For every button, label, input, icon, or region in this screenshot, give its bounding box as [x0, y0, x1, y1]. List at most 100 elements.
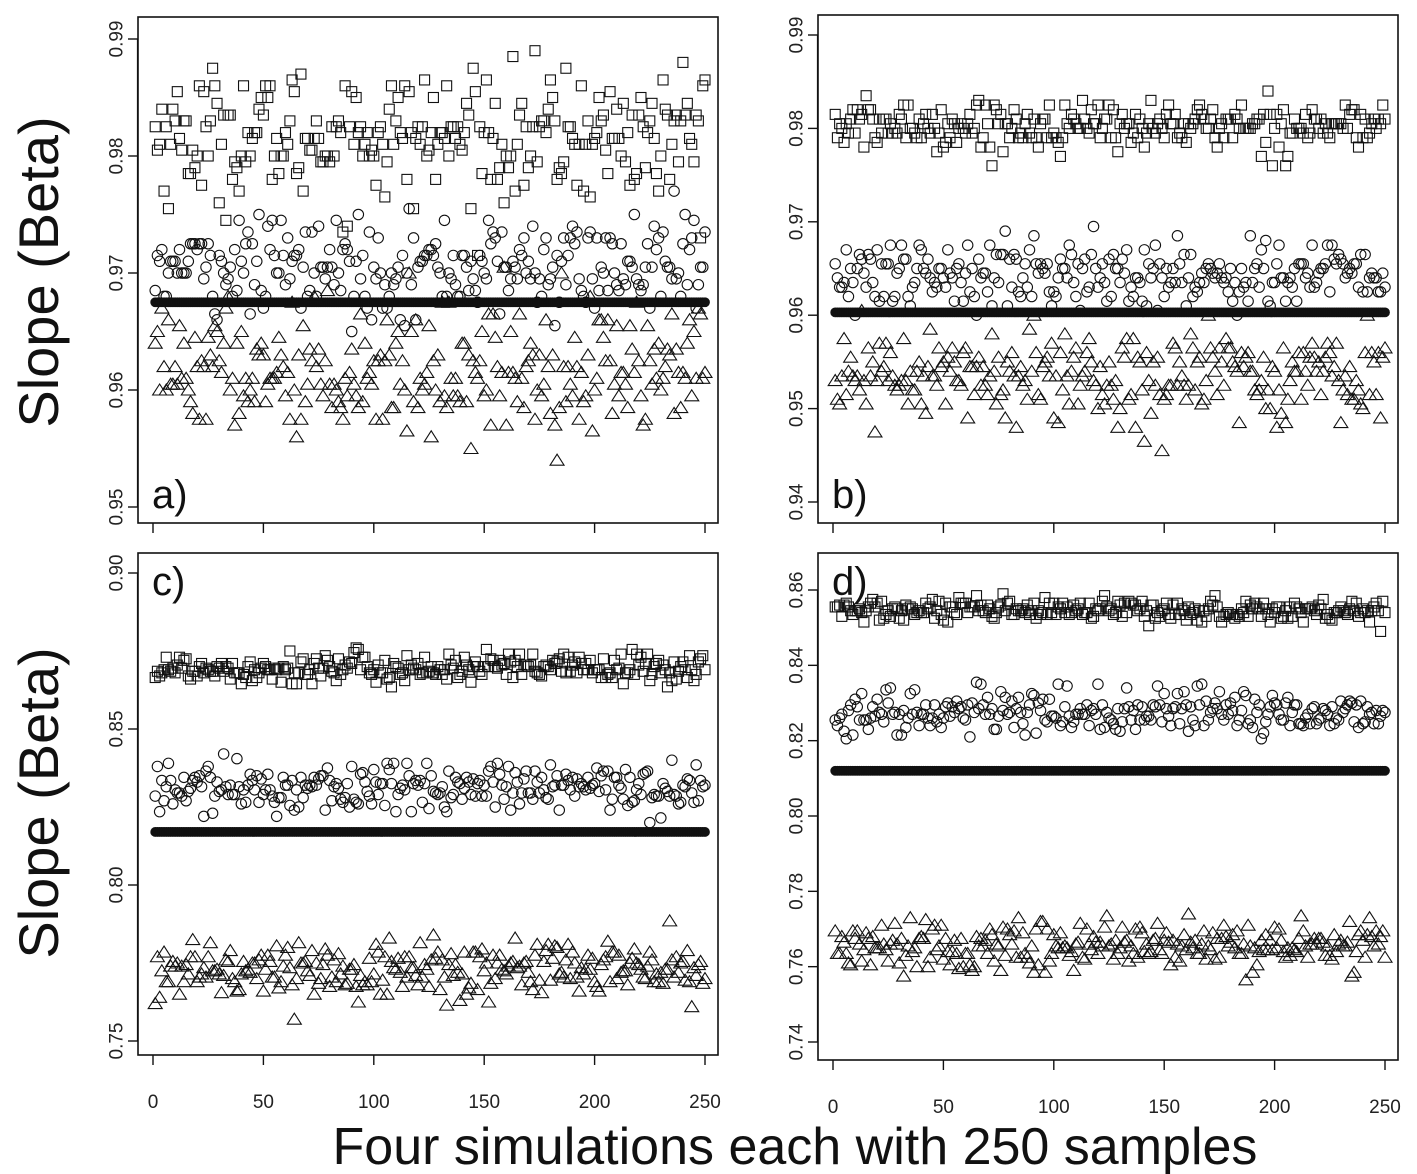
data-point-circle: [900, 253, 912, 265]
data-point-triangle: [877, 336, 894, 349]
data-point-circle: [1056, 716, 1069, 728]
data-point-triangle: [1295, 345, 1312, 359]
data-point-square: [383, 103, 395, 115]
data-point-square: [502, 648, 515, 660]
data-point-triangle: [873, 918, 890, 931]
data-point-circle: [1162, 710, 1175, 722]
data-point-square: [1068, 599, 1080, 611]
data-point-circle: [1010, 702, 1023, 715]
data-point-triangle: [504, 365, 521, 379]
data-point-square: [884, 610, 896, 622]
data-point-circle: [1377, 704, 1389, 717]
data-point-triangle: [1341, 914, 1358, 928]
data-point-circle: [321, 261, 334, 273]
data-point-circle: [1187, 714, 1199, 726]
data-point-circle: [215, 255, 228, 268]
data-point-square: [995, 599, 1007, 611]
data-point-circle: [251, 255, 263, 268]
data-point-triangle: [189, 974, 206, 988]
data-point-circle: [498, 793, 510, 805]
data-point-filled: [1380, 307, 1390, 318]
data-point-circle: [167, 255, 179, 268]
data-point-triangle: [593, 957, 610, 971]
data-point-square: [419, 651, 431, 663]
data-point-circle: [1052, 678, 1064, 690]
data-point-square: [215, 138, 227, 150]
data-point-square: [527, 121, 539, 133]
data-point-triangle: [1310, 354, 1327, 368]
data-point-triangle: [1354, 401, 1371, 415]
data-point-triangle: [200, 949, 217, 963]
data-point-circle: [1107, 717, 1120, 730]
data-point-square: [699, 664, 711, 676]
data-point-triangle: [1193, 396, 1210, 410]
data-point-square: [277, 661, 289, 673]
data-point-circle: [290, 249, 303, 262]
data-point-square: [527, 648, 539, 660]
data-point-triangle: [1352, 923, 1369, 937]
data-point-triangle: [635, 970, 652, 983]
data-point-triangle: [425, 927, 442, 941]
data-point-circle: [198, 273, 210, 285]
data-point-triangle: [619, 977, 636, 991]
data-point-triangle: [213, 365, 230, 379]
data-point-triangle: [498, 966, 515, 980]
data-point-triangle: [1116, 935, 1133, 948]
data-point-triangle: [1268, 940, 1285, 954]
data-point-square: [1185, 608, 1197, 621]
data-point-square: [1134, 603, 1146, 615]
data-point-circle: [990, 248, 1003, 261]
data-point-square: [1306, 104, 1318, 116]
data-point-square: [421, 667, 433, 679]
data-point-square: [341, 220, 353, 232]
data-point-square: [1282, 612, 1294, 624]
data-point-triangle: [1153, 946, 1170, 960]
data-point-circle: [1165, 276, 1177, 289]
data-point-square: [1032, 605, 1044, 617]
data-point-triangle: [977, 378, 994, 391]
data-point-circle: [1123, 701, 1135, 713]
data-point-square: [679, 109, 691, 121]
data-point-circle: [1290, 699, 1303, 711]
data-point-triangle: [922, 950, 939, 963]
data-point-square: [1205, 113, 1217, 125]
data-point-triangle: [489, 955, 506, 969]
data-point-square: [997, 146, 1009, 158]
data-point-circle: [599, 232, 612, 244]
x-axis-label: Four simulations each with 250 samples: [333, 1118, 1258, 1174]
data-point-triangle: [1262, 933, 1279, 946]
data-point-square: [929, 612, 941, 624]
series-square: [829, 85, 1391, 172]
data-point-triangle: [575, 966, 592, 980]
x-tick-label: 150: [1148, 1097, 1180, 1118]
data-point-square: [193, 661, 205, 673]
data-point-triangle: [328, 974, 345, 988]
data-point-circle: [864, 253, 877, 265]
data-point-circle: [862, 723, 875, 736]
data-point-triangle: [560, 937, 577, 950]
data-point-circle: [544, 273, 557, 285]
data-point-square: [1295, 607, 1307, 619]
data-point-circle: [432, 261, 444, 273]
data-point-circle: [242, 226, 254, 238]
data-point-square: [1341, 122, 1354, 134]
data-point-triangle: [370, 945, 387, 958]
data-point-triangle: [566, 955, 583, 969]
data-point-square: [536, 670, 548, 682]
data-point-square: [1112, 146, 1124, 158]
data-point-triangle: [674, 954, 691, 967]
data-point-square: [646, 668, 658, 680]
data-point-circle: [1207, 702, 1219, 715]
data-point-square: [483, 661, 495, 673]
data-point-triangle: [1096, 396, 1113, 410]
data-point-triangle: [195, 359, 212, 373]
data-point-square: [591, 127, 603, 139]
data-point-square: [352, 127, 364, 139]
data-point-circle: [908, 684, 921, 696]
data-point-circle: [421, 249, 433, 262]
data-point-square: [425, 127, 437, 139]
data-point-triangle: [279, 365, 296, 379]
data-point-triangle: [1138, 345, 1155, 359]
data-point-square: [560, 62, 572, 74]
data-point-triangle: [842, 957, 859, 971]
